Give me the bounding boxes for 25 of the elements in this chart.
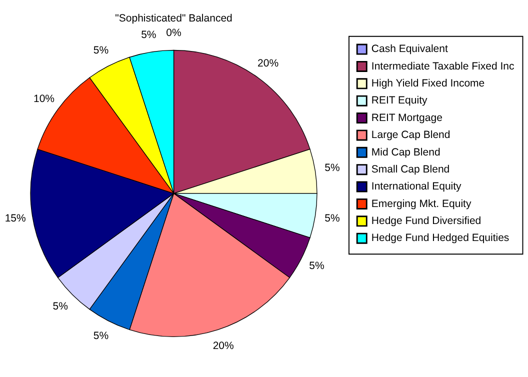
- legend-label: Small Cap Blend: [371, 163, 450, 176]
- legend-label: Intermediate Taxable Fixed Inc: [371, 60, 514, 72]
- data-label: 5%: [93, 330, 109, 342]
- data-label: 15%: [4, 212, 26, 224]
- data-label: 20%: [212, 340, 234, 352]
- legend-label: High Yield Fixed Income: [371, 78, 485, 90]
- legend-label: REIT Mortgage: [371, 112, 443, 124]
- chart-title: "Sophisticated" Balanced: [115, 12, 233, 25]
- data-label: 5%: [309, 260, 324, 272]
- text: 0%: [166, 26, 182, 39]
- legend-label: Large Cap Blend: [371, 129, 450, 142]
- legend-label: International Equity: [371, 180, 462, 193]
- data-label: 5%: [52, 300, 68, 313]
- legend-label: REIT Equity: [371, 94, 428, 107]
- legend-label: Mid Cap Blend: [371, 146, 440, 158]
- data-label: 5%: [324, 212, 340, 224]
- data-label: 10%: [33, 93, 55, 106]
- legend-label: Cash Equivalent: [371, 43, 448, 56]
- legend-label: Hedge Fund Diversified: [371, 215, 482, 228]
- data-label: 5%: [324, 162, 340, 174]
- legend-label: Hedge Fund Hedged Equities: [371, 232, 510, 244]
- data-label: 5%: [93, 44, 109, 56]
- data-label: 20%: [258, 58, 279, 70]
- data-label: 5%: [141, 28, 156, 41]
- legend-label: Emerging Mkt. Equity: [371, 198, 472, 210]
